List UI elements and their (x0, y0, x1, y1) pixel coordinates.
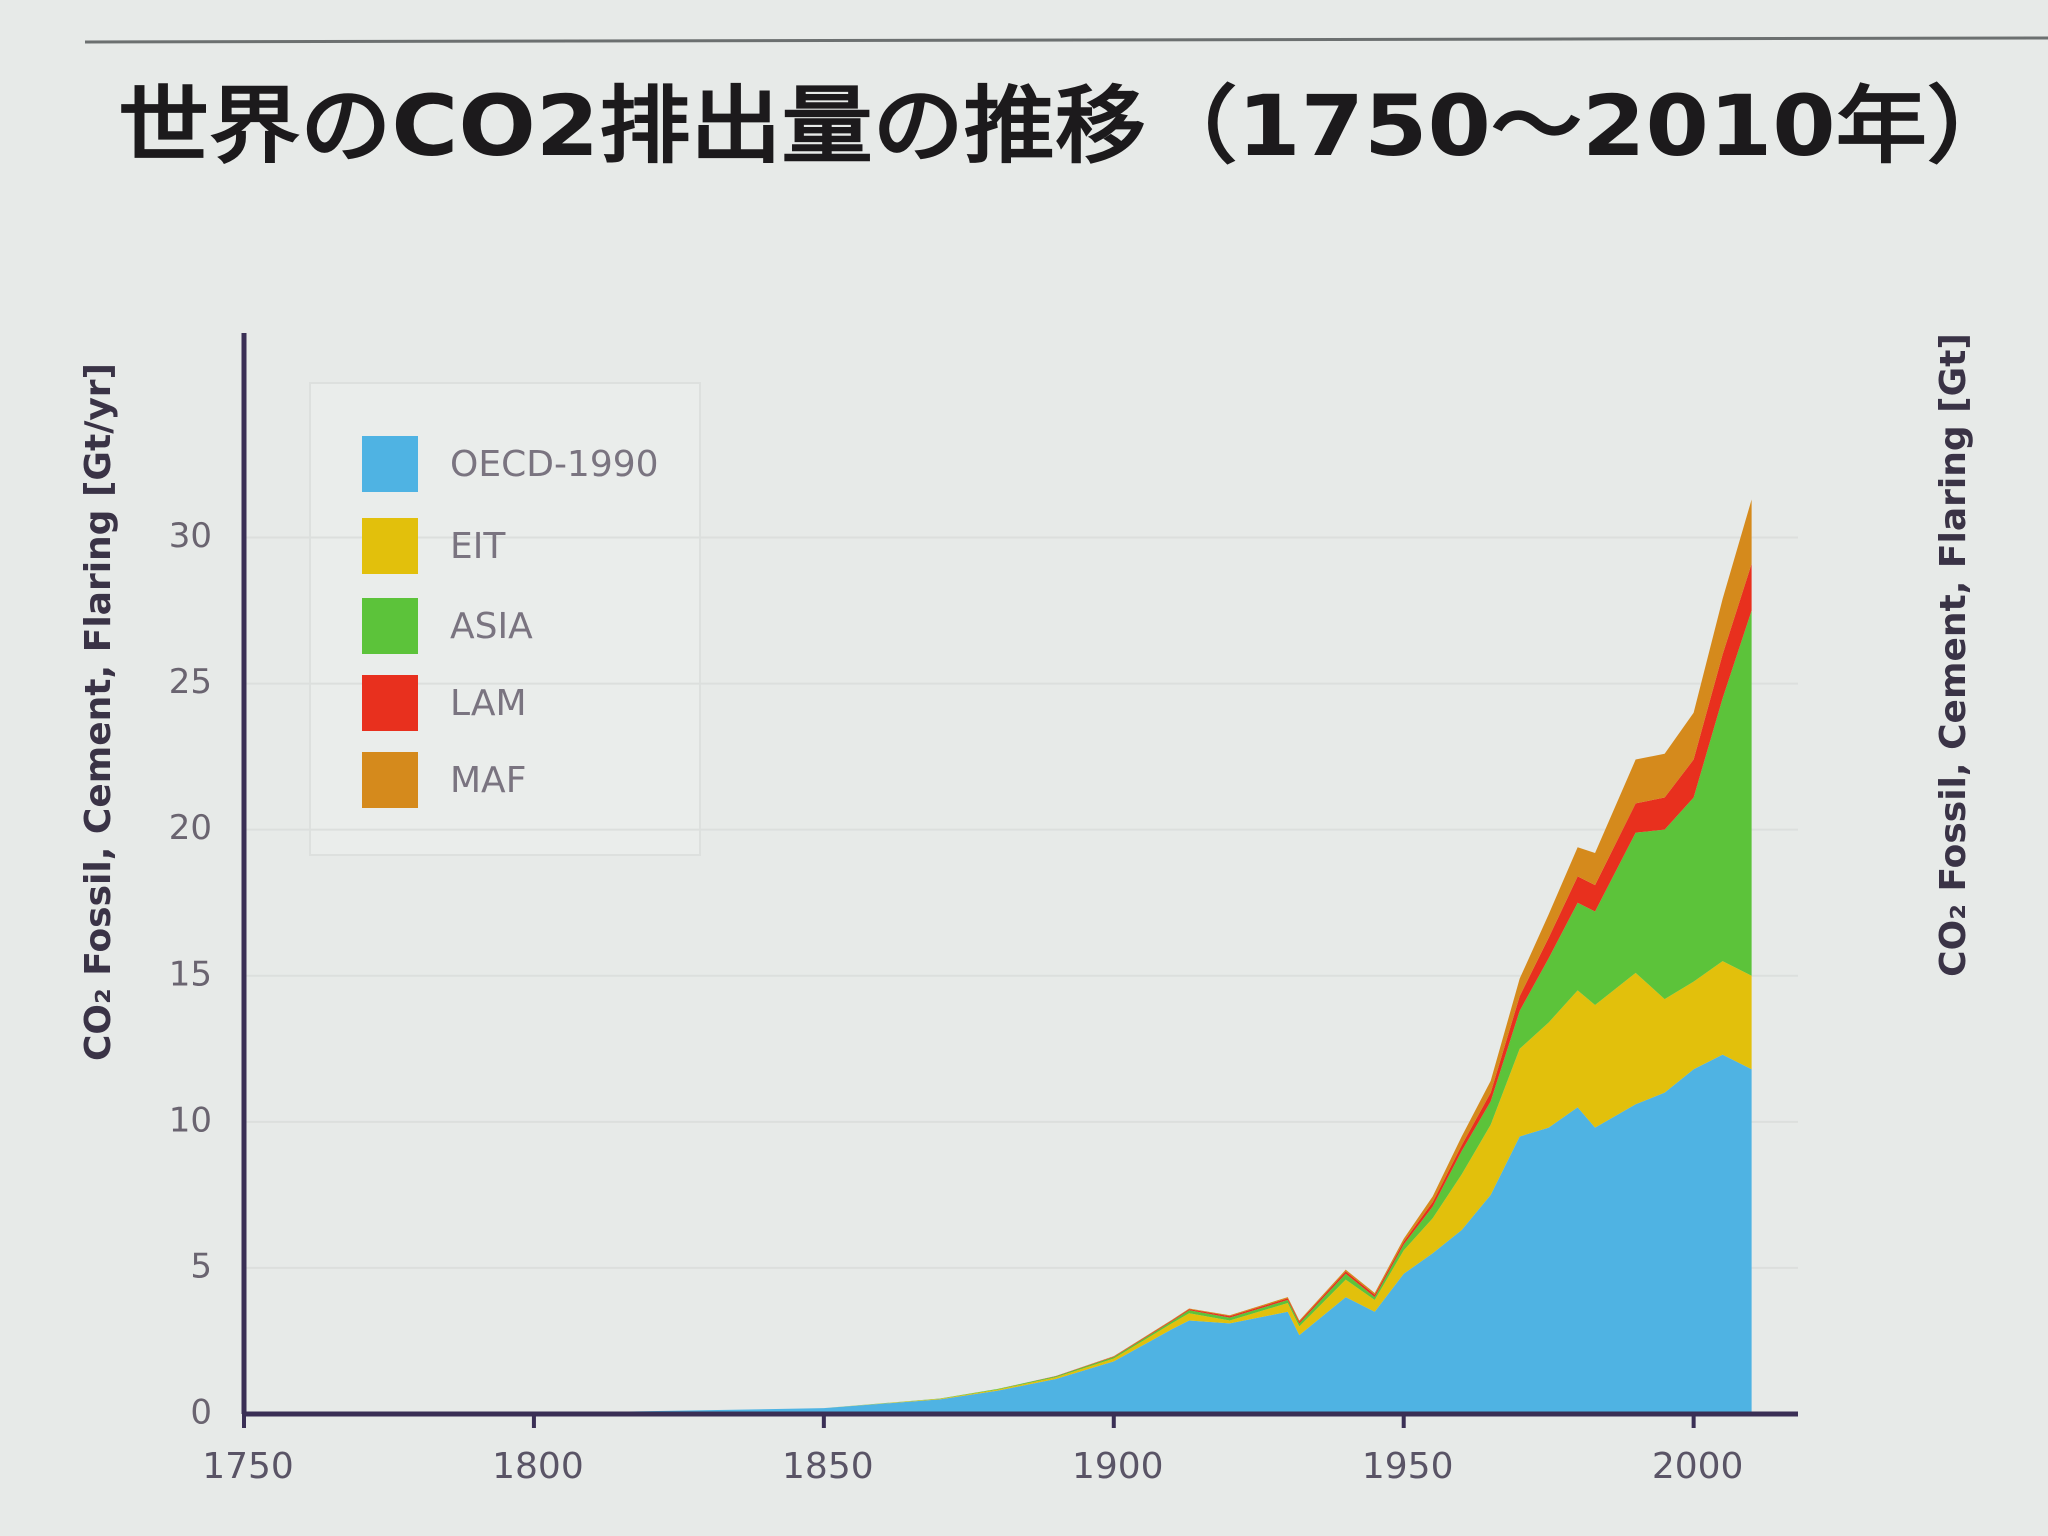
legend-label: ASIA (450, 606, 533, 647)
y-tick-label: 15 (169, 954, 212, 994)
y-axis-label: CO₂ Fossil, Cement, Flaring [Gt/yr] (78, 363, 119, 1061)
legend-swatch (362, 752, 418, 808)
x-tick-label: 1850 (782, 1446, 874, 1487)
y-tick-label: 10 (169, 1100, 212, 1140)
chart-title: 世界のCO2排出量の推移（1750〜2010年） (118, 77, 2018, 175)
legend-label: EIT (450, 526, 506, 567)
area (244, 1054, 1752, 1414)
x-tick-label: 1800 (492, 1446, 584, 1487)
legend-label: MAF (450, 760, 526, 801)
y-tick-label: 5 (190, 1246, 212, 1286)
legend-label: OECD-1990 (450, 444, 659, 485)
area (244, 961, 1752, 1414)
legend-swatch (362, 598, 418, 654)
legend-swatch (362, 675, 418, 731)
legend-label: LAM (450, 683, 527, 724)
legend-swatch (362, 518, 418, 574)
y-tick-label: 20 (169, 808, 212, 848)
y2-axis-label: CO₂ Fossil, Cement, Flaring [Gt] (1933, 333, 1974, 977)
y-tick-label: 0 (190, 1393, 212, 1433)
x-tick-label: 1900 (1072, 1446, 1164, 1487)
x-tick-label: 1750 (202, 1446, 294, 1487)
y-tick-label: 25 (169, 662, 212, 702)
x-tick-label: 1950 (1362, 1446, 1454, 1487)
x-tick-label: 2000 (1652, 1446, 1744, 1487)
title-rule (84, 36, 2048, 44)
y-tick-label: 30 (169, 516, 212, 556)
legend-swatch (362, 436, 418, 492)
